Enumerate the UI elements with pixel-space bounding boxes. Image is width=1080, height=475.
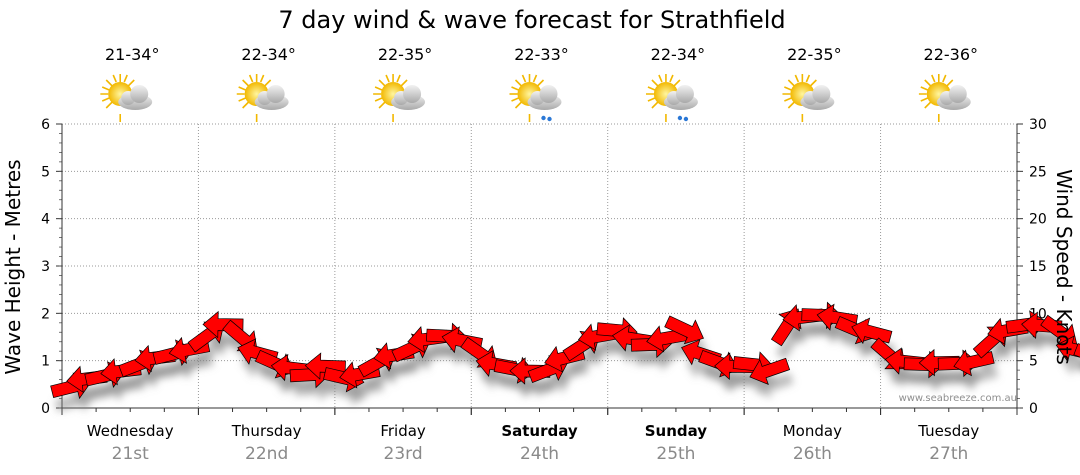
wind-arrow-point	[851, 317, 893, 345]
wind-arrow-point	[664, 315, 704, 345]
day-name-label: Wednesday	[87, 422, 174, 440]
credit-watermark: www.seabreeze.com.au	[899, 393, 1017, 404]
day-date-label: 25th	[656, 444, 695, 464]
day-name-label: Tuesday	[917, 422, 979, 440]
day-date-label: 22nd	[245, 444, 288, 464]
wind-arrow-point	[1073, 343, 1080, 371]
rain-drop-icon	[541, 115, 546, 121]
chart-title: 7 day wind & wave forecast for Strathfie…	[278, 6, 785, 34]
day-date-label: 27th	[929, 444, 968, 464]
right-axis-label: Wind Speed - Knots	[1052, 169, 1076, 365]
right-tick-label: 20	[1029, 212, 1047, 228]
sun-cloud-icon	[373, 73, 426, 123]
left-axis-label: Wave Height - Metres	[1, 159, 25, 374]
day-date-label: 24th	[520, 444, 559, 464]
day-date-label: 21st	[112, 444, 149, 464]
day-temperature-label: 21-34°	[105, 45, 160, 64]
sun-cloud-icon	[782, 73, 836, 123]
day-name-label: Thursday	[231, 422, 302, 440]
rain-drop-icon	[683, 116, 689, 122]
day-name-label: Saturday	[501, 422, 578, 440]
day-date-label: 23rd	[384, 444, 423, 464]
rain-drop-icon	[677, 115, 683, 121]
right-tick-label: 30	[1029, 117, 1047, 133]
wind-arrow-point	[202, 310, 244, 339]
day-temperature-label: 22-34°	[241, 45, 296, 64]
sun-cloud-rain-icon	[509, 73, 563, 123]
wind-arrow-shadow	[1060, 350, 1080, 376]
left-tick-label: 5	[41, 164, 50, 180]
sun-cloud-rain-icon	[645, 73, 699, 123]
day-date-label: 26th	[793, 444, 832, 464]
day-temperature-label: 22-35°	[787, 45, 842, 64]
day-name-label: Friday	[380, 422, 426, 440]
day-name-label: Monday	[783, 422, 842, 440]
wind-arrow-point	[749, 357, 791, 385]
day-temperature-label: 22-34°	[651, 45, 706, 64]
right-tick-label: 25	[1029, 164, 1047, 180]
rain-drop-icon	[547, 116, 552, 122]
day-temperature-label: 22-33°	[514, 45, 569, 64]
right-tick-label: 5	[1029, 354, 1038, 370]
sun-cloud-icon	[100, 73, 154, 123]
left-tick-label: 0	[41, 401, 50, 417]
sun-cloud-icon	[236, 73, 290, 123]
day-temperature-label: 22-35°	[378, 45, 433, 64]
left-tick-label: 6	[41, 117, 50, 133]
right-tick-label: 15	[1029, 259, 1047, 275]
right-tick-label: 0	[1029, 401, 1038, 417]
day-name-label: Sunday	[645, 422, 708, 440]
left-tick-label: 4	[41, 212, 50, 228]
day-temperature-label: 22-36°	[924, 45, 979, 64]
left-tick-label: 2	[41, 306, 50, 322]
left-tick-label: 3	[41, 259, 50, 275]
left-tick-label: 1	[41, 354, 50, 370]
sun-cloud-icon	[918, 73, 972, 123]
